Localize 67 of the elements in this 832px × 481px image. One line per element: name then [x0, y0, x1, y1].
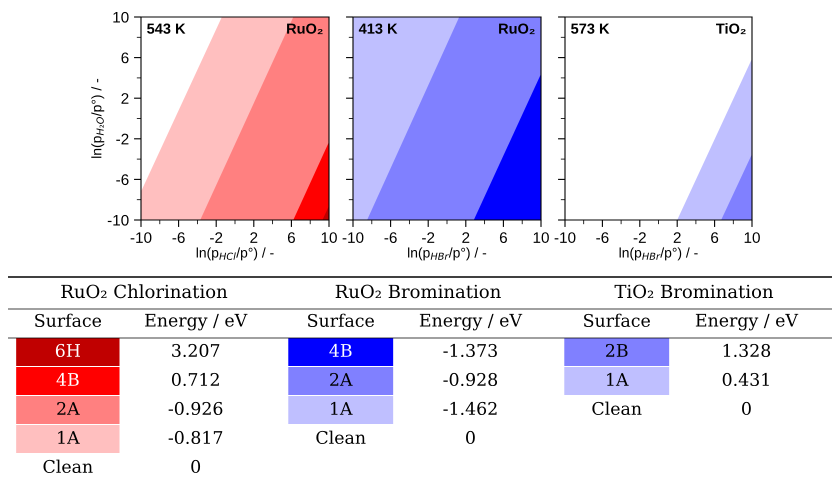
- x-axis-title: ln(p$_{HCl}$/p°) / -: [196, 247, 274, 260]
- category-label: Clean: [43, 460, 93, 474]
- data-label: -0.817: [168, 430, 222, 444]
- x-tick-label: 6: [288, 232, 295, 244]
- data-label: -0.926: [168, 402, 222, 416]
- y-tick-label: 10: [113, 12, 129, 23]
- x-tick-label: 10: [534, 232, 549, 244]
- category-label: 2A: [330, 372, 353, 386]
- y-tick-label: -2: [116, 134, 128, 144]
- text: RuO₂ Bromination: [336, 284, 501, 298]
- x-tick-label: 6: [500, 232, 507, 244]
- x-tick-label: 6: [711, 232, 718, 244]
- data-label: -1.462: [443, 402, 497, 416]
- category-label: 1A: [607, 372, 629, 386]
- annotation: RuO₂: [499, 23, 535, 34]
- text: Energy / eV: [696, 314, 798, 330]
- y-tick-label: -10: [108, 214, 129, 226]
- annotation: 573 K: [571, 23, 610, 34]
- text: TiO₂ Bromination: [614, 284, 774, 298]
- x-tick-label: 10: [322, 232, 337, 244]
- x-tick-label: 2: [462, 232, 470, 243]
- text: Energy / eV: [145, 314, 248, 330]
- x-tick-label: -2: [634, 232, 646, 243]
- x-tick-label: 2: [250, 232, 258, 243]
- data-label: 0: [742, 402, 751, 416]
- x-tick-label: -6: [384, 232, 397, 244]
- x-tick-label: -6: [596, 232, 609, 244]
- text: RuO₂ Chlorination: [61, 284, 228, 298]
- text: Surface: [35, 314, 102, 328]
- text: Surface: [584, 314, 650, 328]
- data-label: -0.928: [443, 372, 498, 386]
- x-tick-label: -2: [210, 232, 222, 243]
- category-label: 1A: [58, 430, 80, 444]
- x-axis-title: ln(p$_{HBr}$/p°) / -: [620, 247, 698, 260]
- category-label: 1A: [331, 402, 353, 415]
- y-tick-label: 6: [121, 52, 129, 64]
- x-tick-label: -10: [342, 232, 364, 244]
- category-label: 4B: [56, 372, 79, 386]
- x-tick-label: 2: [674, 232, 681, 243]
- x-tick-label: -2: [422, 232, 434, 243]
- data-label: -1.373: [443, 344, 497, 358]
- text: Surface: [308, 314, 374, 328]
- y-tick-label: 2: [121, 93, 128, 104]
- y-axis-title: ln(p$_{H₂O}$/p°) / -: [91, 78, 104, 158]
- x-tick-label: -10: [554, 232, 576, 244]
- text: Energy / eV: [420, 314, 522, 330]
- category-label: 2B: [606, 344, 628, 357]
- x-axis-title: ln(p$_{HBr}$/p°) / -: [408, 247, 486, 260]
- category-label: Clean: [592, 402, 642, 416]
- data-label: 0: [466, 430, 475, 444]
- annotation: 543 K: [147, 23, 186, 34]
- data-label: 0.712: [172, 372, 219, 386]
- y-tick-label: -6: [116, 174, 129, 186]
- data-label: 0: [191, 460, 200, 474]
- annotation: TiO₂: [716, 23, 746, 34]
- annotation: RuO₂: [287, 23, 323, 34]
- x-tick-label: -10: [130, 232, 152, 244]
- category-label: 6H: [56, 344, 80, 358]
- data-label: 1.328: [724, 344, 770, 358]
- x-tick-label: 10: [744, 232, 760, 244]
- x-tick-label: -6: [172, 232, 185, 244]
- category-label: Clean: [316, 430, 366, 444]
- data-label: 3.207: [172, 344, 220, 358]
- annotation: 413 K: [358, 23, 398, 34]
- category-label: 2A: [57, 402, 80, 415]
- data-label: 0.431: [722, 372, 769, 386]
- category-label: 4B: [329, 344, 352, 357]
